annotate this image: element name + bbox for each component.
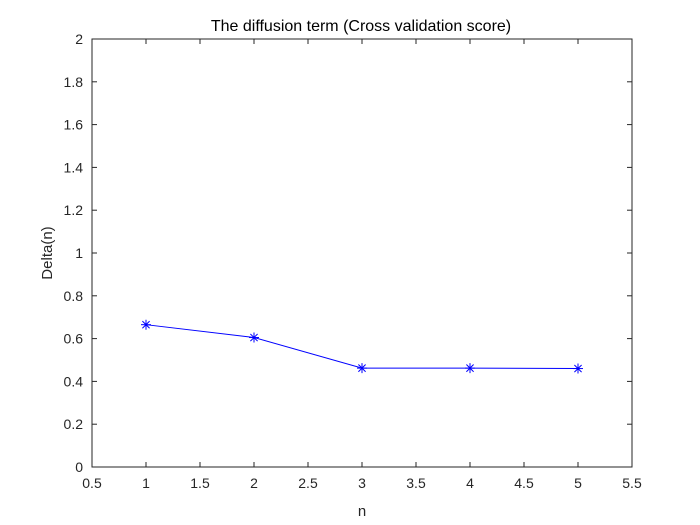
x-tick-label: 0.5	[82, 475, 102, 491]
y-tick-label: 0.6	[64, 331, 84, 347]
data-point-marker	[249, 332, 259, 343]
x-axis-ticks: 0.5 1 1.5 2 2.5 3 3.5 4 4.5 5 5.5	[82, 39, 642, 491]
y-tick-label: 2	[75, 31, 83, 47]
y-axis-label: Delta(n)	[39, 226, 56, 279]
data-point-marker	[465, 363, 475, 374]
axes-box	[91, 38, 633, 468]
data-point-marker	[357, 363, 367, 374]
x-tick-label: 5	[574, 475, 582, 491]
marker-stroke	[358, 364, 366, 373]
y-tick-label: 0.8	[64, 288, 84, 304]
x-tick-label: 1	[142, 475, 150, 491]
y-tick-label: 1.8	[64, 74, 84, 90]
x-tick-label: 3.5	[406, 475, 426, 491]
data-point-marker	[141, 319, 151, 330]
data-point-marker	[573, 363, 583, 374]
marker-stroke	[250, 333, 258, 342]
x-tick-label: 5.5	[622, 475, 642, 491]
y-tick-label: 1.6	[64, 117, 84, 133]
x-tick-label: 4	[466, 475, 474, 491]
y-axis-ticks: 0 0.2 0.4 0.6 0.8 1 1.2 1.4 1.6 1.8 2	[64, 31, 632, 475]
x-tick-label: 2	[250, 475, 258, 491]
y-tick-label: 1.4	[64, 159, 84, 175]
y-tick-label: 0.2	[64, 416, 84, 432]
plot-area: 0.5 1 1.5 2 2.5 3 3.5 4 4.5 5 5.5 0 0.2 0.4 0.6 0.8 1 1.…	[64, 31, 642, 491]
marker-stroke	[466, 364, 474, 373]
y-tick-label: 1.2	[64, 202, 84, 218]
x-axis-label: n	[358, 503, 366, 520]
x-tick-label: 1.5	[190, 475, 210, 491]
y-tick-label: 0	[75, 459, 83, 475]
x-tick-label: 4.5	[514, 475, 534, 491]
marker-stroke	[142, 320, 150, 329]
x-tick-label: 3	[358, 475, 366, 491]
series-layer	[141, 319, 583, 374]
marker-stroke	[574, 364, 582, 373]
y-tick-label: 1	[75, 245, 83, 261]
chart-title: The diffusion term (Cross validation sco…	[211, 18, 511, 35]
y-tick-label: 0.4	[64, 373, 84, 389]
x-tick-label: 2.5	[298, 475, 318, 491]
